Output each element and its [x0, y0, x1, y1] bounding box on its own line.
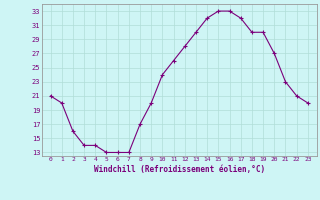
X-axis label: Windchill (Refroidissement éolien,°C): Windchill (Refroidissement éolien,°C): [94, 165, 265, 174]
